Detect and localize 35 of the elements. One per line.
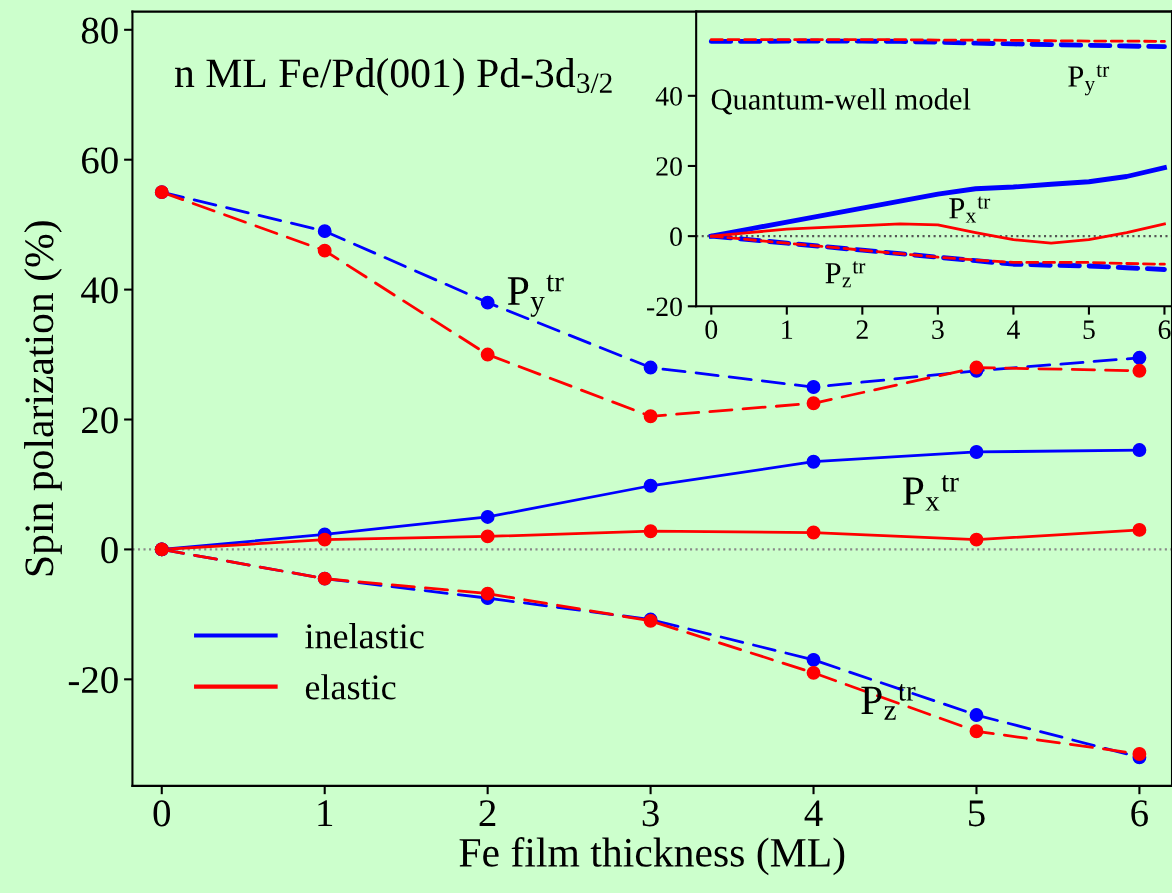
x-tick-label: 3 [642,800,659,827]
y-tick-label: 0 [101,537,118,564]
x-tick-label: 2 [479,800,496,827]
x-tick-label: 6 [1158,320,1171,340]
y-tick-label: 20 [82,407,118,434]
legend-label: elastic [305,674,396,700]
y-tick-label: 80 [81,17,118,44]
y-tick-label: 40 [655,86,682,106]
x-tick-label: 1 [318,800,333,827]
annotation: P$_{x}$$^{tr}$ [902,475,959,511]
x-tick-label: 6 [1131,800,1148,827]
annotation: P$_{x}$$^{tr}$ [949,196,991,223]
y-tick-label: 20 [656,157,682,176]
y-tick-label: -20 [646,297,682,317]
x-tick-label: 3 [932,320,944,340]
y-axis-title: Spin polarization (%) [24,221,62,576]
x-tick-label: 4 [1006,320,1020,339]
x-tick-label: 5 [969,800,985,827]
annotation: n ML Fe/Pd(001) Pd-3d$_{3/2}$ [174,58,612,96]
x-axis-title: Fe film thickness (ML) [459,837,845,876]
annotation: Quantum-well model [711,88,971,115]
y-tick-label: 0 [670,227,682,247]
x-tick-label: 0 [153,800,170,827]
y-tick-label: 60 [82,147,118,174]
x-tick-label: 4 [804,800,823,827]
x-tick-label: 5 [1083,320,1095,340]
y-tick-label: -20 [68,666,118,694]
y-tick-label: 40 [81,277,118,304]
x-tick-label: 2 [856,320,868,339]
legend-label: inelastic [305,623,424,649]
x-tick-label: 1 [782,320,793,339]
x-tick-label: 0 [705,320,718,340]
annotation: P$_{y}$$^{tr}$ [507,274,564,317]
annotation: P$_{z}$$^{tr}$ [825,261,866,288]
annotation: P$_{y}$$^{tr}$ [1068,64,1110,96]
